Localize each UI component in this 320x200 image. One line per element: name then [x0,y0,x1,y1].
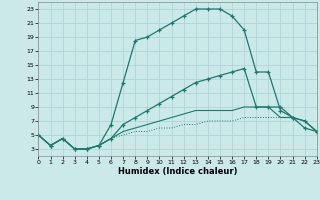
X-axis label: Humidex (Indice chaleur): Humidex (Indice chaleur) [118,167,237,176]
